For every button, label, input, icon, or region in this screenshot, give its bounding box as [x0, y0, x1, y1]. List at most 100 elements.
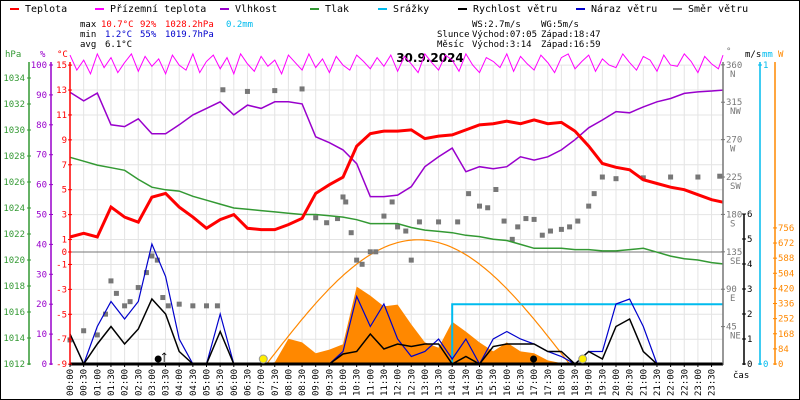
- wind-dir-point: [408, 257, 414, 263]
- tick-label-press: 1034: [3, 74, 25, 84]
- tick-label-temp: -3: [56, 285, 67, 295]
- tick-label-wind: 6: [747, 210, 752, 220]
- wind-dir-point: [299, 86, 305, 92]
- legend-label-0: Teplota: [25, 4, 67, 15]
- tick-label-solar: 756: [778, 224, 794, 234]
- tick-label-x: 07:30: [271, 369, 281, 396]
- tick-compass-dir: SE: [730, 257, 741, 267]
- tick-label-solar: 336: [778, 300, 794, 310]
- tick-label-x: 01:00: [93, 369, 103, 396]
- wind-dir-point: [127, 299, 133, 305]
- axis-unit-wind: m/s: [745, 50, 761, 60]
- axes-layer: 1012101410161018102010221024102610281030…: [3, 61, 794, 396]
- tick-label-x: 04:30: [189, 369, 199, 396]
- moonrise-icon: [154, 355, 162, 363]
- stats-max-hum: 92%: [140, 20, 157, 30]
- tick-label-x: 19:30: [598, 369, 608, 396]
- tick-label-solar: 0: [778, 360, 783, 370]
- wind-dir-point: [403, 228, 409, 234]
- tick-label-dir: 90: [726, 285, 737, 295]
- tick-label-temp: 15: [56, 61, 67, 71]
- legend-label-3: Tlak: [325, 4, 349, 15]
- wind-dir-point: [523, 216, 529, 222]
- legend-label-2: Vlhkost: [235, 4, 277, 15]
- tick-label-wind: 4: [747, 260, 752, 270]
- stats-avg-label: avg: [80, 40, 96, 50]
- tick-label-hum: 30: [36, 270, 47, 280]
- tick-label-x: 20:00: [612, 369, 622, 396]
- stats-max-temp: 10.7°C: [101, 20, 134, 30]
- legend-swatch-7: [673, 8, 682, 10]
- tick-label-x: 07:00: [257, 369, 267, 396]
- wind-dir-point: [94, 332, 100, 338]
- tick-label-x: 11:30: [380, 369, 390, 396]
- wind-dir-point: [373, 249, 379, 255]
- tick-label-solar: 420: [778, 284, 794, 294]
- axis-unit-hum: %: [40, 50, 46, 60]
- tick-label-hum: 40: [36, 240, 47, 250]
- tick-label-x: 10:00: [339, 369, 349, 396]
- tick-label-x: 14:30: [462, 369, 472, 396]
- tick-label-hum: 70: [36, 151, 47, 161]
- wind-dir-point: [381, 213, 387, 219]
- stats-max-press: 1028.2hPa: [165, 20, 214, 30]
- tick-label-temp: 5: [62, 186, 67, 196]
- wind-dir-point: [493, 186, 499, 192]
- tick-label-solar: 252: [778, 315, 794, 325]
- tick-label-x: 13:00: [421, 369, 431, 396]
- tick-label-press: 1012: [3, 360, 25, 370]
- tick-label-x: 10:30: [353, 369, 363, 396]
- tick-label-temp: 13: [56, 86, 67, 96]
- stats-block: max 10.7°C 92% 1028.2hPa 0.2mm min 1.2°C…: [80, 20, 601, 50]
- tick-label-x: 16:30: [516, 369, 526, 396]
- tick-label-temp: 1: [62, 236, 67, 246]
- tick-compass-dir: S: [730, 219, 735, 229]
- tick-label-dir: 315: [726, 98, 742, 108]
- tick-label-dir: 360: [726, 61, 742, 71]
- tick-compass-dir: E: [730, 294, 735, 304]
- tick-label-temp: -1: [56, 260, 67, 270]
- tick-label-x: 06:00: [230, 369, 240, 396]
- tick-label-press: 1028: [3, 152, 25, 162]
- stats-min-press: 1019.7hPa: [165, 30, 214, 40]
- legend-swatch-2: [220, 8, 229, 10]
- tick-label-press: 1022: [3, 230, 25, 240]
- wind-dir-point: [466, 191, 472, 197]
- tick-label-solar: 168: [778, 330, 794, 340]
- wind-dir-point: [367, 249, 373, 255]
- tick-label-hum: 100: [31, 61, 47, 71]
- solar-area: [70, 286, 723, 364]
- axis-unit-temp: °C: [57, 50, 68, 60]
- wind-dir-point: [204, 303, 209, 309]
- wind-dir-point: [477, 203, 482, 209]
- temperature-line: [69, 118, 724, 239]
- wind-dir-point: [717, 173, 723, 179]
- tick-label-x: 16:00: [503, 369, 513, 396]
- wind-dir-point: [244, 88, 250, 94]
- tick-label-press: 1032: [3, 100, 25, 110]
- legend-label-1: Přízemní teplota: [110, 3, 206, 15]
- humidity-line: [69, 89, 724, 198]
- tick-label-hum: 90: [36, 91, 47, 101]
- tick-label-wind: 2: [747, 310, 752, 320]
- tick-compass-dir: N: [730, 70, 735, 80]
- legend: Teplota Přízemní teplota Vlhkost Tlak Srážky…: [10, 3, 748, 15]
- tick-label-x: 12:30: [407, 369, 417, 396]
- wind-dir-point: [591, 191, 597, 197]
- wind-dir-point: [416, 219, 422, 225]
- stats-sun-rise: Východ:07:05: [472, 30, 537, 40]
- wind-dir-point: [575, 218, 581, 224]
- tick-label-hum: 50: [36, 211, 47, 221]
- wind-dir-point: [108, 278, 114, 284]
- legend-swatch-3: [310, 8, 319, 10]
- tick-label-x: 03:00: [148, 369, 158, 396]
- wind-dir-point: [515, 224, 521, 230]
- wind-dir-point: [354, 257, 360, 263]
- stats-min-temp: 1.2°C: [105, 30, 132, 40]
- wind-dir-point: [160, 295, 166, 301]
- wind-dir-point: [176, 301, 182, 307]
- wind-dir-point: [143, 270, 149, 276]
- wind-dir-point: [272, 88, 278, 94]
